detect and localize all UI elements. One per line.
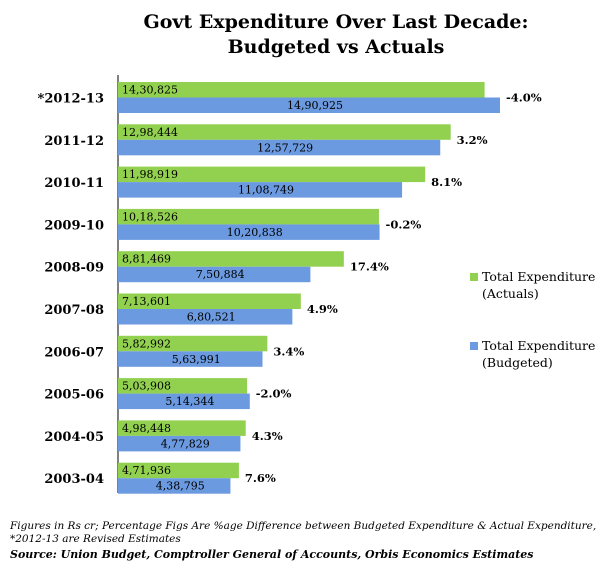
- budgeted-value-label: 5,14,344: [165, 395, 214, 408]
- budgeted-value-label: 7,50,884: [196, 268, 245, 281]
- actual-value-label: 12,98,444: [122, 126, 178, 139]
- category-label: 2009-10: [44, 218, 104, 233]
- pct-diff-label: -4.0%: [506, 91, 542, 105]
- budgeted-value-label: 4,38,795: [156, 480, 205, 493]
- actual-bar: [118, 335, 268, 352]
- pct-diff-label: 8.1%: [431, 175, 462, 189]
- footnote-line1: Figures in Rs cr; Percentage Figs Are %a…: [10, 520, 597, 532]
- category-label: 2006-07: [44, 345, 104, 360]
- pct-diff-label: 3.4%: [273, 344, 304, 358]
- budgeted-value-label: 5,63,991: [172, 353, 221, 366]
- category-label: 2007-08: [44, 303, 104, 318]
- legend-swatch-actuals: [470, 273, 478, 281]
- bars-group: *2012-13 14,30,825 14,90,925 -4.0% 2011-12 12…: [38, 82, 542, 494]
- pct-diff-label: -0.2%: [386, 217, 422, 231]
- legend-label-sub: (Budgeted): [482, 355, 553, 370]
- budgeted-value-label: 12,57,729: [257, 141, 313, 154]
- actual-value-label: 8,81,469: [122, 253, 171, 266]
- legend: Total Expenditure (Actuals) Total Expendit…: [470, 269, 595, 370]
- chart-title-line1: Govt Expenditure Over Last Decade:: [143, 11, 528, 33]
- budgeted-value-label: 11,08,749: [238, 184, 294, 197]
- actual-bar: [118, 420, 246, 436]
- actual-value-label: 14,30,825: [122, 84, 178, 97]
- pct-diff-label: 7.6%: [245, 471, 276, 485]
- budgeted-value-label: 6,80,521: [187, 311, 236, 324]
- actual-bar: [118, 378, 248, 394]
- actual-bar: [118, 462, 239, 479]
- pct-diff-label: 4.3%: [252, 429, 283, 443]
- category-label: 2003-04: [44, 472, 104, 487]
- budgeted-bar: [118, 139, 441, 156]
- budgeted-bar: [118, 393, 250, 410]
- footnote: Figures in Rs cr; Percentage Figs Are %a…: [10, 520, 606, 546]
- legend-label: Total Expenditure: [482, 338, 595, 353]
- actual-bar: [118, 251, 344, 267]
- actual-value-label: 11,98,919: [122, 168, 178, 181]
- actual-value-label: 5,03,908: [122, 380, 171, 393]
- pct-diff-label: 3.2%: [457, 133, 488, 147]
- actual-value-label: 7,13,601: [122, 295, 171, 308]
- legend-label-sub: (Actuals): [482, 286, 539, 301]
- budgeted-bar: [118, 309, 293, 325]
- actual-bar: [118, 208, 379, 225]
- budgeted-bar: [118, 224, 380, 240]
- budgeted-value-label: 14,90,925: [287, 99, 343, 112]
- budgeted-value-label: 4,77,829: [161, 437, 210, 450]
- actual-bar: [118, 124, 451, 140]
- pct-diff-label: 4.9%: [307, 302, 338, 316]
- budgeted-bar: [118, 351, 263, 367]
- category-label: *2012-13: [38, 92, 104, 107]
- budgeted-bar: [118, 266, 311, 283]
- category-label: 2010-11: [44, 176, 104, 191]
- actual-bar: [118, 293, 301, 309]
- legend-swatch-budgeted: [470, 342, 478, 350]
- legend-label: Total Expenditure: [482, 269, 595, 284]
- expenditure-bar-chart: Govt Expenditure Over Last Decade: Budge…: [38, 11, 595, 494]
- category-label: 2011-12: [44, 134, 104, 149]
- actual-value-label: 10,18,526: [122, 210, 178, 223]
- actual-value-label: 4,98,448: [122, 422, 171, 435]
- actual-bar: [118, 82, 485, 98]
- actual-value-label: 5,82,992: [122, 337, 171, 350]
- budgeted-bar: [118, 435, 241, 452]
- source-note: Source: Union Budget, Comptroller Genera…: [10, 548, 534, 561]
- pct-diff-label: -2.0%: [256, 387, 292, 401]
- pct-diff-label: 17.4%: [350, 260, 389, 274]
- budgeted-bar: [118, 182, 403, 198]
- budgeted-bar: [118, 97, 500, 113]
- category-label: 2004-05: [44, 430, 104, 445]
- category-label: 2005-06: [44, 388, 104, 403]
- budgeted-bar: [118, 478, 231, 494]
- category-label: 2008-09: [44, 261, 104, 276]
- actual-bar: [118, 166, 426, 183]
- actual-value-label: 4,71,936: [122, 464, 171, 477]
- budgeted-value-label: 10,20,838: [227, 226, 283, 239]
- footnote-line2: *2012-13 are Revised Estimates: [10, 533, 181, 545]
- chart-title-line2: Budgeted vs Actuals: [228, 36, 445, 58]
